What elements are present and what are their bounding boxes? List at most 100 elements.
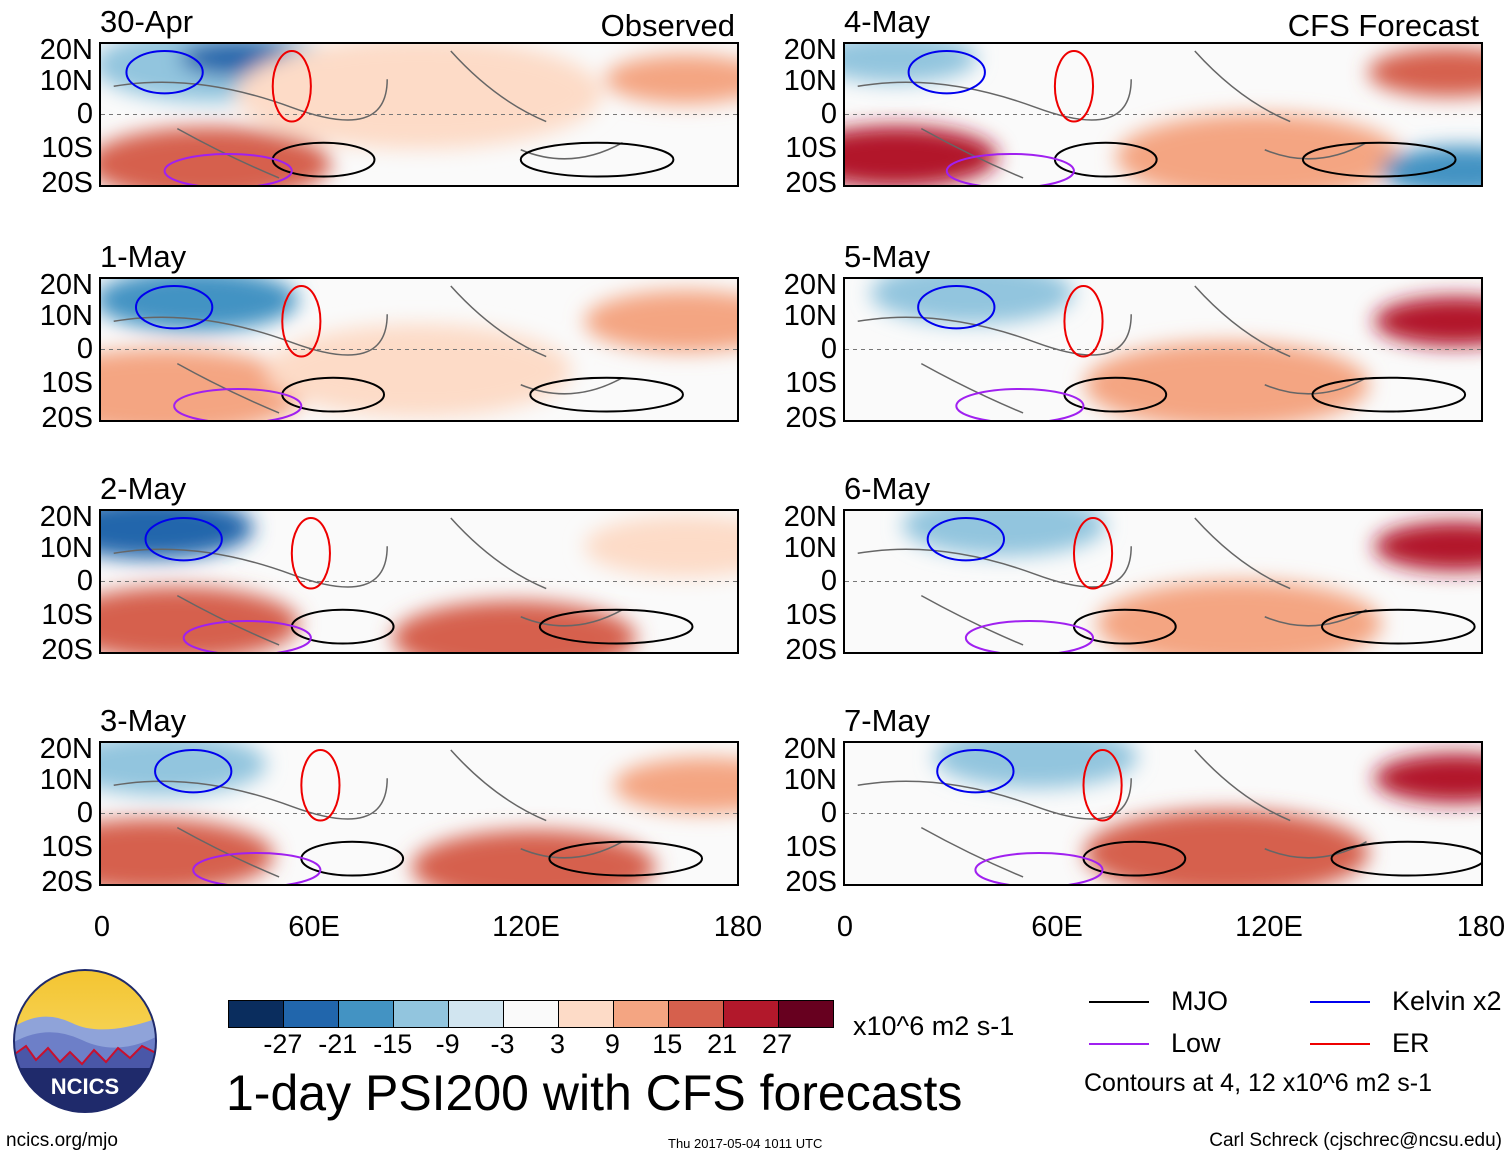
map-field bbox=[101, 511, 737, 652]
legend-line-mjo bbox=[1089, 1001, 1149, 1003]
contour-line bbox=[974, 851, 1104, 884]
colorbar-tick-label: 9 bbox=[604, 1029, 620, 1059]
lat-label: 10N bbox=[783, 300, 837, 332]
panel-date: 7-May bbox=[844, 703, 931, 738]
colorbar-tick-label: 21 bbox=[707, 1029, 738, 1059]
panel-date: 5-May bbox=[844, 239, 931, 274]
contour-line bbox=[1311, 376, 1467, 413]
map-panel bbox=[99, 741, 739, 886]
anomaly-shading bbox=[101, 818, 274, 884]
lat-label: 10N bbox=[39, 532, 93, 564]
anomaly-shading bbox=[1084, 341, 1370, 420]
colorbar-swatch bbox=[559, 1001, 614, 1027]
contour-line bbox=[1063, 285, 1104, 358]
contour-line bbox=[529, 376, 684, 413]
lat-label: 20S bbox=[785, 402, 837, 434]
colorbar-units: x10^6 m2 s-1 bbox=[853, 1011, 1015, 1041]
panel-date: 2-May bbox=[100, 471, 187, 506]
legend-line-er bbox=[1310, 1043, 1370, 1045]
contour-line bbox=[144, 517, 223, 562]
anomaly-shading bbox=[101, 586, 300, 652]
logo-text: NCICS bbox=[51, 1074, 119, 1099]
lat-label: 10N bbox=[783, 65, 837, 97]
map-panel bbox=[99, 42, 739, 187]
lat-label: 20S bbox=[41, 634, 93, 666]
contour-line bbox=[964, 619, 1095, 652]
lon-label: 180 bbox=[1456, 911, 1506, 943]
legend-label-kelvin: Kelvin x2 bbox=[1392, 986, 1502, 1016]
legend-line-low bbox=[1089, 1043, 1149, 1045]
lat-label: 20N bbox=[39, 501, 93, 533]
map-field bbox=[845, 279, 1481, 420]
contour-line bbox=[1330, 840, 1481, 877]
contour-line bbox=[1082, 749, 1123, 822]
contour-line bbox=[192, 851, 322, 884]
lat-label: 10N bbox=[39, 764, 93, 796]
colorbar-swatch bbox=[394, 1001, 449, 1027]
ncics-logo: NCICS bbox=[12, 968, 158, 1114]
contour-line bbox=[134, 285, 214, 330]
anomaly-shading bbox=[902, 511, 1106, 557]
lon-label: 60E bbox=[288, 911, 340, 943]
colorbar-swatch bbox=[614, 1001, 669, 1027]
lat-label: 10N bbox=[39, 65, 93, 97]
map-panel bbox=[843, 277, 1483, 422]
panel-date: 6-May bbox=[844, 471, 931, 506]
contour-line bbox=[290, 517, 331, 590]
contour-line bbox=[1053, 50, 1095, 123]
legend-line-kelvin bbox=[1310, 1001, 1370, 1003]
lon-label: 120E bbox=[492, 911, 560, 943]
map-panel bbox=[99, 509, 739, 654]
lat-label: 0 bbox=[820, 98, 837, 130]
map-field bbox=[845, 743, 1481, 884]
contour-line bbox=[917, 285, 996, 330]
colorbar-tick-label: -21 bbox=[318, 1029, 358, 1059]
panel-date: 4-May bbox=[844, 4, 931, 39]
lat-label: 20N bbox=[783, 269, 837, 301]
anomaly-shading bbox=[584, 515, 737, 578]
contour-line bbox=[548, 840, 704, 877]
contour-line bbox=[271, 50, 312, 123]
lat-label: 10N bbox=[783, 764, 837, 796]
colorbar-tick-label: -9 bbox=[435, 1029, 460, 1059]
contour-line bbox=[926, 517, 1005, 562]
colorbar-swatch bbox=[724, 1001, 779, 1027]
contour-line bbox=[300, 840, 405, 877]
lat-label: 20S bbox=[785, 634, 837, 666]
lon-label: 120E bbox=[1235, 911, 1303, 943]
lat-label: 20N bbox=[39, 733, 93, 765]
lat-label: 20N bbox=[39, 269, 93, 301]
footer-timestamp: Thu 2017-05-04 1011 UTC bbox=[668, 1136, 823, 1151]
anomaly-shading bbox=[235, 44, 603, 150]
lat-label: 0 bbox=[76, 98, 93, 130]
lat-label: 20S bbox=[41, 866, 93, 898]
anomaly-shading bbox=[1374, 521, 1481, 572]
panel-date: 3-May bbox=[100, 703, 187, 738]
anomaly-shading bbox=[101, 126, 332, 185]
legend-label-mjo: MJO bbox=[1171, 986, 1228, 1016]
colorbar-swatch bbox=[229, 1001, 284, 1027]
anomaly-shading bbox=[1374, 296, 1481, 347]
contour-line bbox=[936, 749, 1015, 794]
colorbar-tick-label: -3 bbox=[490, 1029, 515, 1059]
heading-observed: Observed bbox=[600, 8, 735, 43]
map-panel bbox=[843, 741, 1483, 886]
lat-label: 20N bbox=[39, 34, 93, 66]
anomaly-shading bbox=[266, 324, 572, 418]
contour-line bbox=[955, 387, 1085, 420]
lat-label: 0 bbox=[820, 797, 837, 829]
figure-title: 1-day PSI200 with CFS forecasts bbox=[226, 1065, 963, 1121]
footer-url: ncics.org/mjo bbox=[6, 1130, 118, 1151]
lat-label: 20N bbox=[783, 733, 837, 765]
contour-line bbox=[300, 749, 341, 822]
coastline bbox=[857, 285, 1367, 414]
map-panel bbox=[843, 42, 1483, 187]
coastline bbox=[857, 517, 1367, 646]
lon-label: 0 bbox=[93, 911, 111, 943]
map-field bbox=[845, 511, 1481, 652]
map-field bbox=[845, 44, 1481, 185]
contour-line bbox=[173, 387, 303, 420]
colorbar-tick-label: 15 bbox=[652, 1029, 683, 1059]
anomaly-shading bbox=[1115, 113, 1401, 185]
contour-line bbox=[154, 749, 233, 794]
